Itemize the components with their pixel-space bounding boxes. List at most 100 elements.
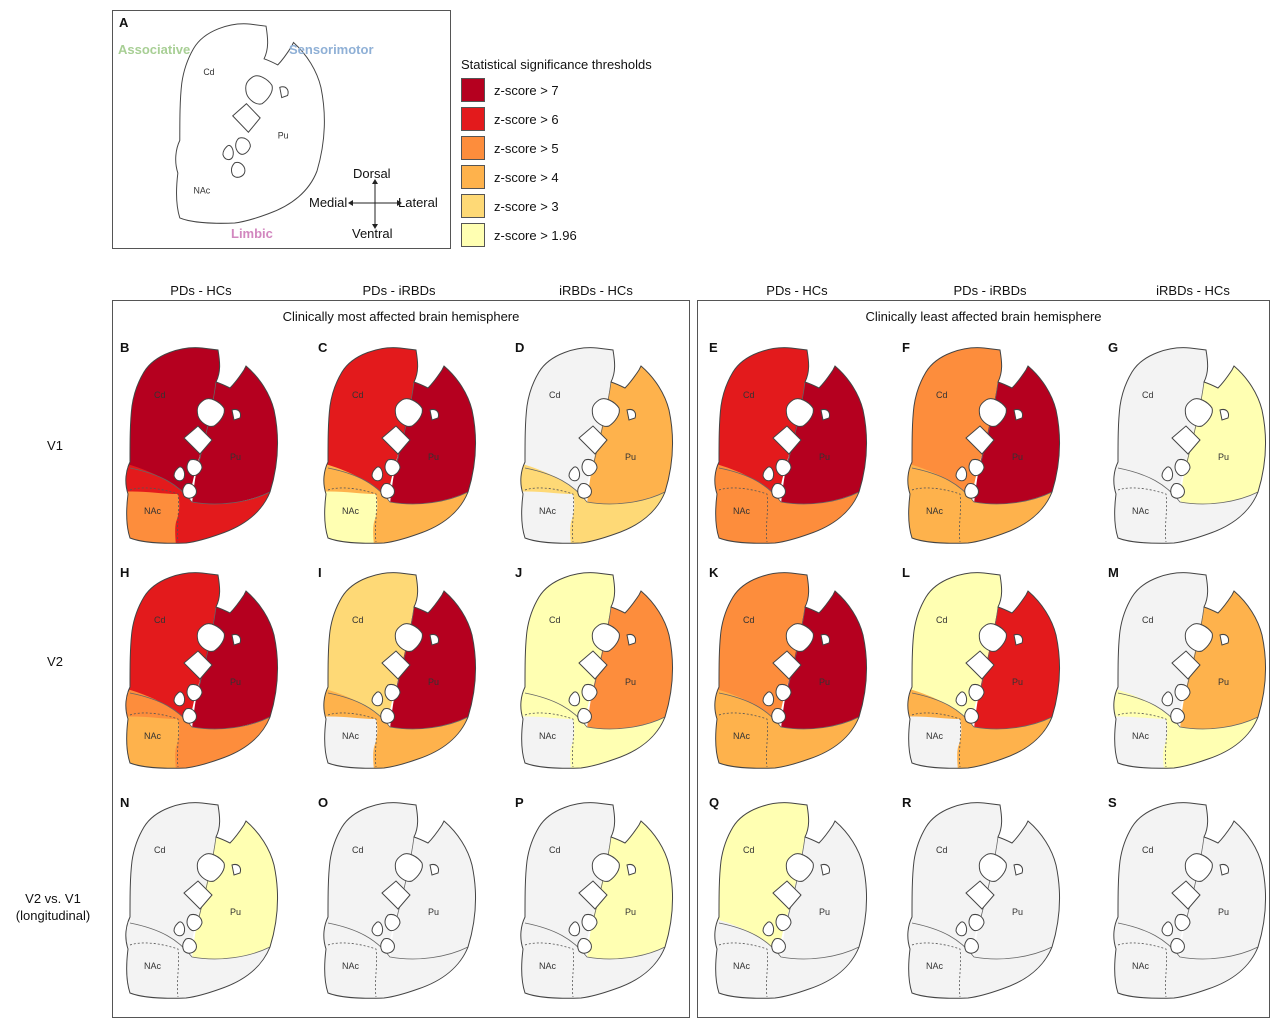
legend-item: z-score > 7 xyxy=(461,78,559,102)
nac-region xyxy=(1113,946,1168,999)
striatum-outline xyxy=(175,23,325,224)
striatum-outline xyxy=(714,802,867,999)
associative-label: Associative xyxy=(118,42,191,57)
striatum-outline xyxy=(125,802,278,999)
striatum-outline xyxy=(907,572,1060,769)
legend-label: z-score > 6 xyxy=(494,111,559,127)
striatum-panel: Cd Pu NAc xyxy=(323,802,476,999)
cd-label: Cd xyxy=(203,67,214,77)
nac-region xyxy=(125,491,180,544)
striatum-outline xyxy=(323,802,476,999)
limbic-region xyxy=(125,917,278,999)
capsule-bridge xyxy=(581,684,598,702)
legend-item: z-score > 3 xyxy=(461,194,559,218)
region-border xyxy=(592,606,612,692)
capsule-bridge xyxy=(771,483,786,499)
legend-label: z-score > 4 xyxy=(494,169,559,185)
panel-letter: G xyxy=(1108,340,1119,355)
region-border xyxy=(786,836,806,922)
capsule-bridge xyxy=(1013,864,1023,876)
capsule-bridge xyxy=(381,425,411,455)
region-border xyxy=(718,922,860,960)
striatum-outline xyxy=(1113,802,1266,999)
pu-label: Pu xyxy=(428,907,439,917)
nac-border xyxy=(718,942,768,998)
legend-item: z-score > 4 xyxy=(461,165,559,189)
capsule-bridge xyxy=(231,102,261,133)
capsule-bridge xyxy=(1184,853,1213,882)
capsule-bridge xyxy=(568,921,580,937)
striatum-outline xyxy=(1113,572,1266,769)
region-border xyxy=(180,147,317,184)
column-header: PDs - HCs xyxy=(170,283,232,298)
panel-letter: L xyxy=(902,565,910,580)
capsule-bridge xyxy=(394,398,423,427)
legend-swatch xyxy=(461,194,485,218)
pu-label: Pu xyxy=(230,452,241,462)
striatum-panel: Cd Pu NAc xyxy=(520,802,673,999)
nac-region xyxy=(125,716,180,769)
nac-label: NAc xyxy=(144,506,162,516)
panel-letter: F xyxy=(902,340,910,355)
panel-letter: H xyxy=(120,565,130,580)
capsule-bridge xyxy=(394,623,423,652)
capsule-bridge xyxy=(1171,880,1201,910)
panel-letter: E xyxy=(709,340,718,355)
capsule-bridge xyxy=(772,880,802,910)
capsule-bridge xyxy=(371,691,383,707)
nac-region xyxy=(520,946,575,999)
pu-label: Pu xyxy=(1012,677,1023,687)
panel-a-diagram: Cd Pu NAc xyxy=(175,23,325,224)
nac-region xyxy=(1113,491,1168,544)
region-border xyxy=(786,381,806,467)
cd-label: Cd xyxy=(936,390,948,400)
column-header: PDs - HCs xyxy=(766,283,828,298)
capsule-bridge xyxy=(1219,634,1229,646)
legend-label: z-score > 5 xyxy=(494,140,559,156)
region-border xyxy=(592,836,612,922)
nac-label: NAc xyxy=(342,506,360,516)
nac-region xyxy=(520,716,575,769)
column-header: PDs - iRBDs xyxy=(953,283,1027,298)
nac-border xyxy=(718,712,768,768)
striatum-panel: Cd Pu NAc xyxy=(520,347,673,544)
capsule-bridge xyxy=(1219,864,1229,876)
capsule-bridge xyxy=(577,483,592,499)
nac-region xyxy=(323,491,378,544)
region-border xyxy=(1117,467,1259,505)
column-header: PDs - iRBDs xyxy=(362,283,436,298)
lateral-label: Lateral xyxy=(398,195,438,210)
capsule-bridge xyxy=(581,914,598,932)
cd-label: Cd xyxy=(936,845,948,855)
dorsal-label: Dorsal xyxy=(353,166,391,181)
region-border xyxy=(327,692,469,730)
pu-label: Pu xyxy=(819,907,830,917)
nac-label: NAc xyxy=(1132,506,1150,516)
capsule-bridge xyxy=(978,623,1007,652)
cd-label: Cd xyxy=(1142,615,1154,625)
striatum-panel: Cd Pu NAc xyxy=(1113,802,1266,999)
region-border xyxy=(327,467,469,505)
nac-label: NAc xyxy=(926,731,944,741)
striatum-panel: Cd Pu NAc xyxy=(1113,572,1266,769)
cd-label: Cd xyxy=(1142,845,1154,855)
capsule-bridge xyxy=(429,634,439,646)
row-label-line: V2 xyxy=(47,654,63,669)
nac-border xyxy=(1117,487,1167,543)
panel-letter: M xyxy=(1108,565,1119,580)
capsule-bridge xyxy=(429,409,439,421)
striatum-outline xyxy=(1113,347,1266,544)
panel-letter: O xyxy=(318,795,329,810)
capsule-bridge xyxy=(384,684,401,702)
capsule-bridge xyxy=(186,684,203,702)
region-border xyxy=(592,381,612,467)
capsule-bridge xyxy=(964,708,979,724)
cd-label: Cd xyxy=(154,615,166,625)
capsule-bridge xyxy=(581,459,598,477)
capsule-bridge xyxy=(968,459,985,477)
nac-label: NAc xyxy=(194,185,211,195)
capsule-bridge xyxy=(1161,691,1173,707)
legend-title: Statistical significance thresholds xyxy=(461,57,652,72)
capsule-bridge xyxy=(183,880,213,910)
capsule-bridge xyxy=(785,853,814,882)
